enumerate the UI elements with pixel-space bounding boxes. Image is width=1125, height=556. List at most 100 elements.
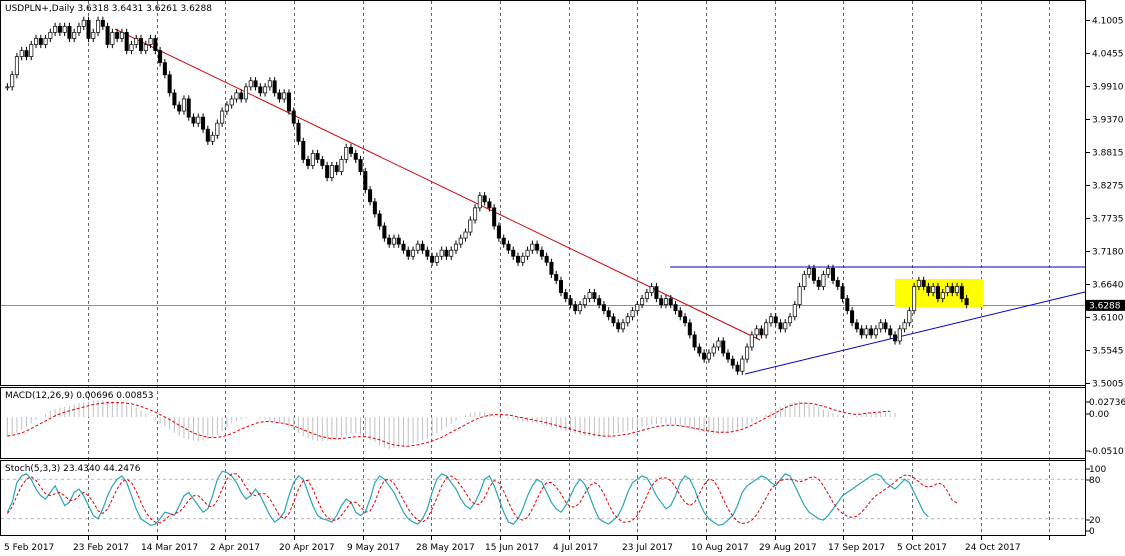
candle-body [62,26,67,33]
candle-body [964,298,969,306]
candle-body [816,280,821,287]
candle-body [172,92,177,106]
candle-body [539,249,544,257]
x-tick-label: 28 May 2017 [416,543,475,553]
candle-body [620,322,626,330]
candle-body [453,243,459,251]
stoch-y-tick-label: 100 [1089,465,1106,475]
candle-body [883,322,888,330]
candle-body [697,346,702,354]
candle-body [759,328,764,336]
candle-body [649,286,654,293]
candle-body [86,19,91,39]
candle-body [239,92,244,100]
candle-body [950,286,955,293]
y-tick-label: 4.0455 [1092,50,1124,60]
candle-body [196,116,201,124]
candle-body [811,268,816,281]
candle-body [501,237,506,245]
candle-body [745,346,750,360]
candle-body [740,358,745,372]
candle-body [372,201,377,215]
candle-body [186,98,191,118]
candle-body [959,286,964,299]
candle-body [401,243,406,251]
x-tick-label: 23 Feb 2017 [73,543,129,553]
candle-body [692,334,697,348]
candle-body [907,310,912,324]
candle-body [191,116,196,124]
candle-body [845,298,850,312]
macd-y-tick-label: -0.05107 [1089,447,1125,457]
candle-body [749,334,754,348]
y-tick-label: 3.8815 [1092,149,1124,159]
candle-body [830,268,836,281]
candle-body [248,80,253,88]
candle-body [878,322,883,330]
candle-body [286,92,291,112]
candle-body [153,38,158,51]
candle-body [315,153,320,160]
candle-body [673,304,678,312]
candle-body [592,292,597,299]
candle-body [711,346,716,354]
candle-body [530,243,535,251]
macd-y-tick-label: 0.00 [1089,410,1109,420]
candle-body [616,322,621,330]
candle-body [339,159,344,172]
candle-body [644,292,649,299]
candle-body [325,165,330,178]
candle-body [444,249,449,257]
candle-body [420,243,425,251]
candle-body [788,316,793,324]
y-tick-label: 4.1005 [1092,17,1124,27]
candle-body [234,92,239,100]
candle-body [253,80,258,88]
candle-body [282,92,287,100]
candle-body [358,159,363,172]
candle-body [425,249,430,257]
candle-body [549,261,554,275]
candle-body [826,268,831,275]
candle-body [955,286,960,293]
candle-body [630,310,635,318]
candle-body [220,110,225,124]
candle-body [496,225,501,239]
y-tick-label: 3.6100 [1092,314,1124,324]
candle-body [945,286,950,293]
candle-body [177,104,182,112]
candle-body [535,243,540,251]
candle-body [477,195,482,209]
y-tick-label: 3.7180 [1092,248,1124,258]
candle-body [587,292,592,299]
candle-body [215,122,220,136]
current-price-label: 3.6288 [1089,301,1121,311]
candle-body [869,328,874,336]
candle-body [783,322,788,330]
candle-body [683,316,688,324]
candle-body [792,304,797,318]
candle-body [411,249,416,257]
candle-body [415,243,420,251]
candle-body [76,26,81,33]
stoch-header: Stoch(5,3,3) 23.4340 44.2476 [5,464,141,474]
candle-body [635,304,640,312]
x-tick-label: 4 Jul 2017 [553,543,598,553]
candle-body [291,110,296,124]
candle-body [558,280,563,293]
candle-body [382,225,387,239]
rising-support-line [744,291,1086,375]
candle-body [625,316,630,324]
candle-body [377,213,382,227]
candle-body [100,19,105,27]
x-tick-label: 9 May 2017 [347,543,400,553]
candle-body [854,322,859,330]
candle-body [96,19,101,33]
candle-body [396,237,401,245]
candle-body [81,19,86,27]
candle-body [320,159,325,166]
x-tick-label: 5 Feb 2017 [4,543,54,553]
candle-body [468,219,473,233]
x-axis-ticks: 5 Feb 2017 23 Feb 2017 14 Mar 2017 2 Apr 20… [4,536,1050,553]
candle-body [902,322,907,330]
